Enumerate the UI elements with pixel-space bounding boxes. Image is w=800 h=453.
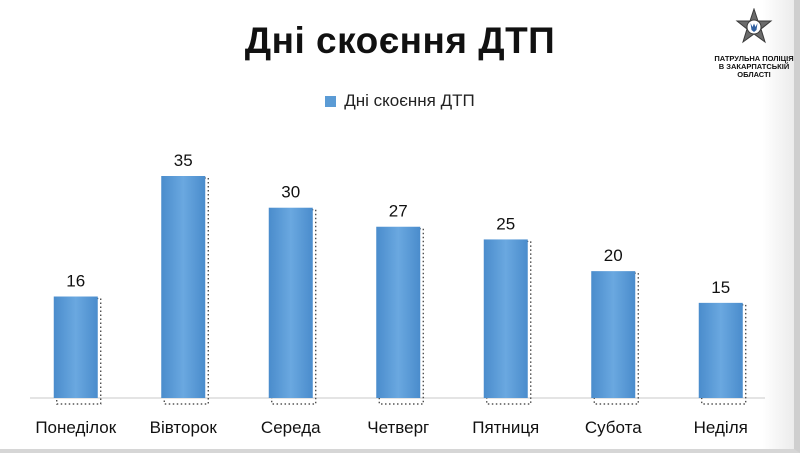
- x-tick-label: Понеділок: [35, 418, 116, 437]
- x-tick-label: Субота: [585, 418, 642, 437]
- bar-shadow: [271, 209, 317, 405]
- data-label: 27: [389, 202, 408, 221]
- bar-shadow: [378, 228, 424, 405]
- bar-6: [591, 271, 636, 398]
- bar-shadow: [486, 240, 532, 405]
- bar-shadow: [163, 177, 209, 405]
- bar-5: [483, 239, 528, 398]
- data-label: 25: [496, 214, 515, 233]
- data-label: 30: [281, 183, 300, 202]
- bar-7: [698, 302, 743, 398]
- bar-3: [268, 207, 313, 398]
- data-label: 15: [711, 278, 730, 297]
- x-tick-label: Пятниця: [472, 418, 539, 437]
- x-tick-label: Середа: [261, 418, 321, 437]
- bar-4: [376, 226, 421, 398]
- data-label: 16: [66, 272, 85, 291]
- logo-caption: ПАТРУЛЬНА ПОЛІЦІЯ В ЗАКАРПАТСЬКІЙ ОБЛАСТ…: [714, 54, 794, 79]
- legend-label: Дні скоєння ДТП: [344, 91, 475, 110]
- data-label: 35: [174, 151, 193, 170]
- legend-swatch: [325, 95, 337, 107]
- data-label: 20: [604, 246, 623, 265]
- police-logo: ПАТРУЛЬНА ПОЛІЦІЯ В ЗАКАРПАТСЬКІЙ ОБЛАСТ…: [712, 7, 796, 79]
- chart-legend: Дні скоєння ДТП: [0, 91, 800, 111]
- x-tick-label: Четверг: [367, 418, 429, 437]
- x-tick-label: Неділя: [694, 418, 748, 437]
- chart-title: Дні скоєння ДТП: [244, 20, 556, 61]
- bar-shadow: [56, 297, 102, 405]
- x-tick-label: Вівторок: [150, 418, 218, 437]
- police-star-icon: [735, 7, 773, 44]
- bar-1: [53, 296, 98, 398]
- bar-2: [161, 176, 206, 398]
